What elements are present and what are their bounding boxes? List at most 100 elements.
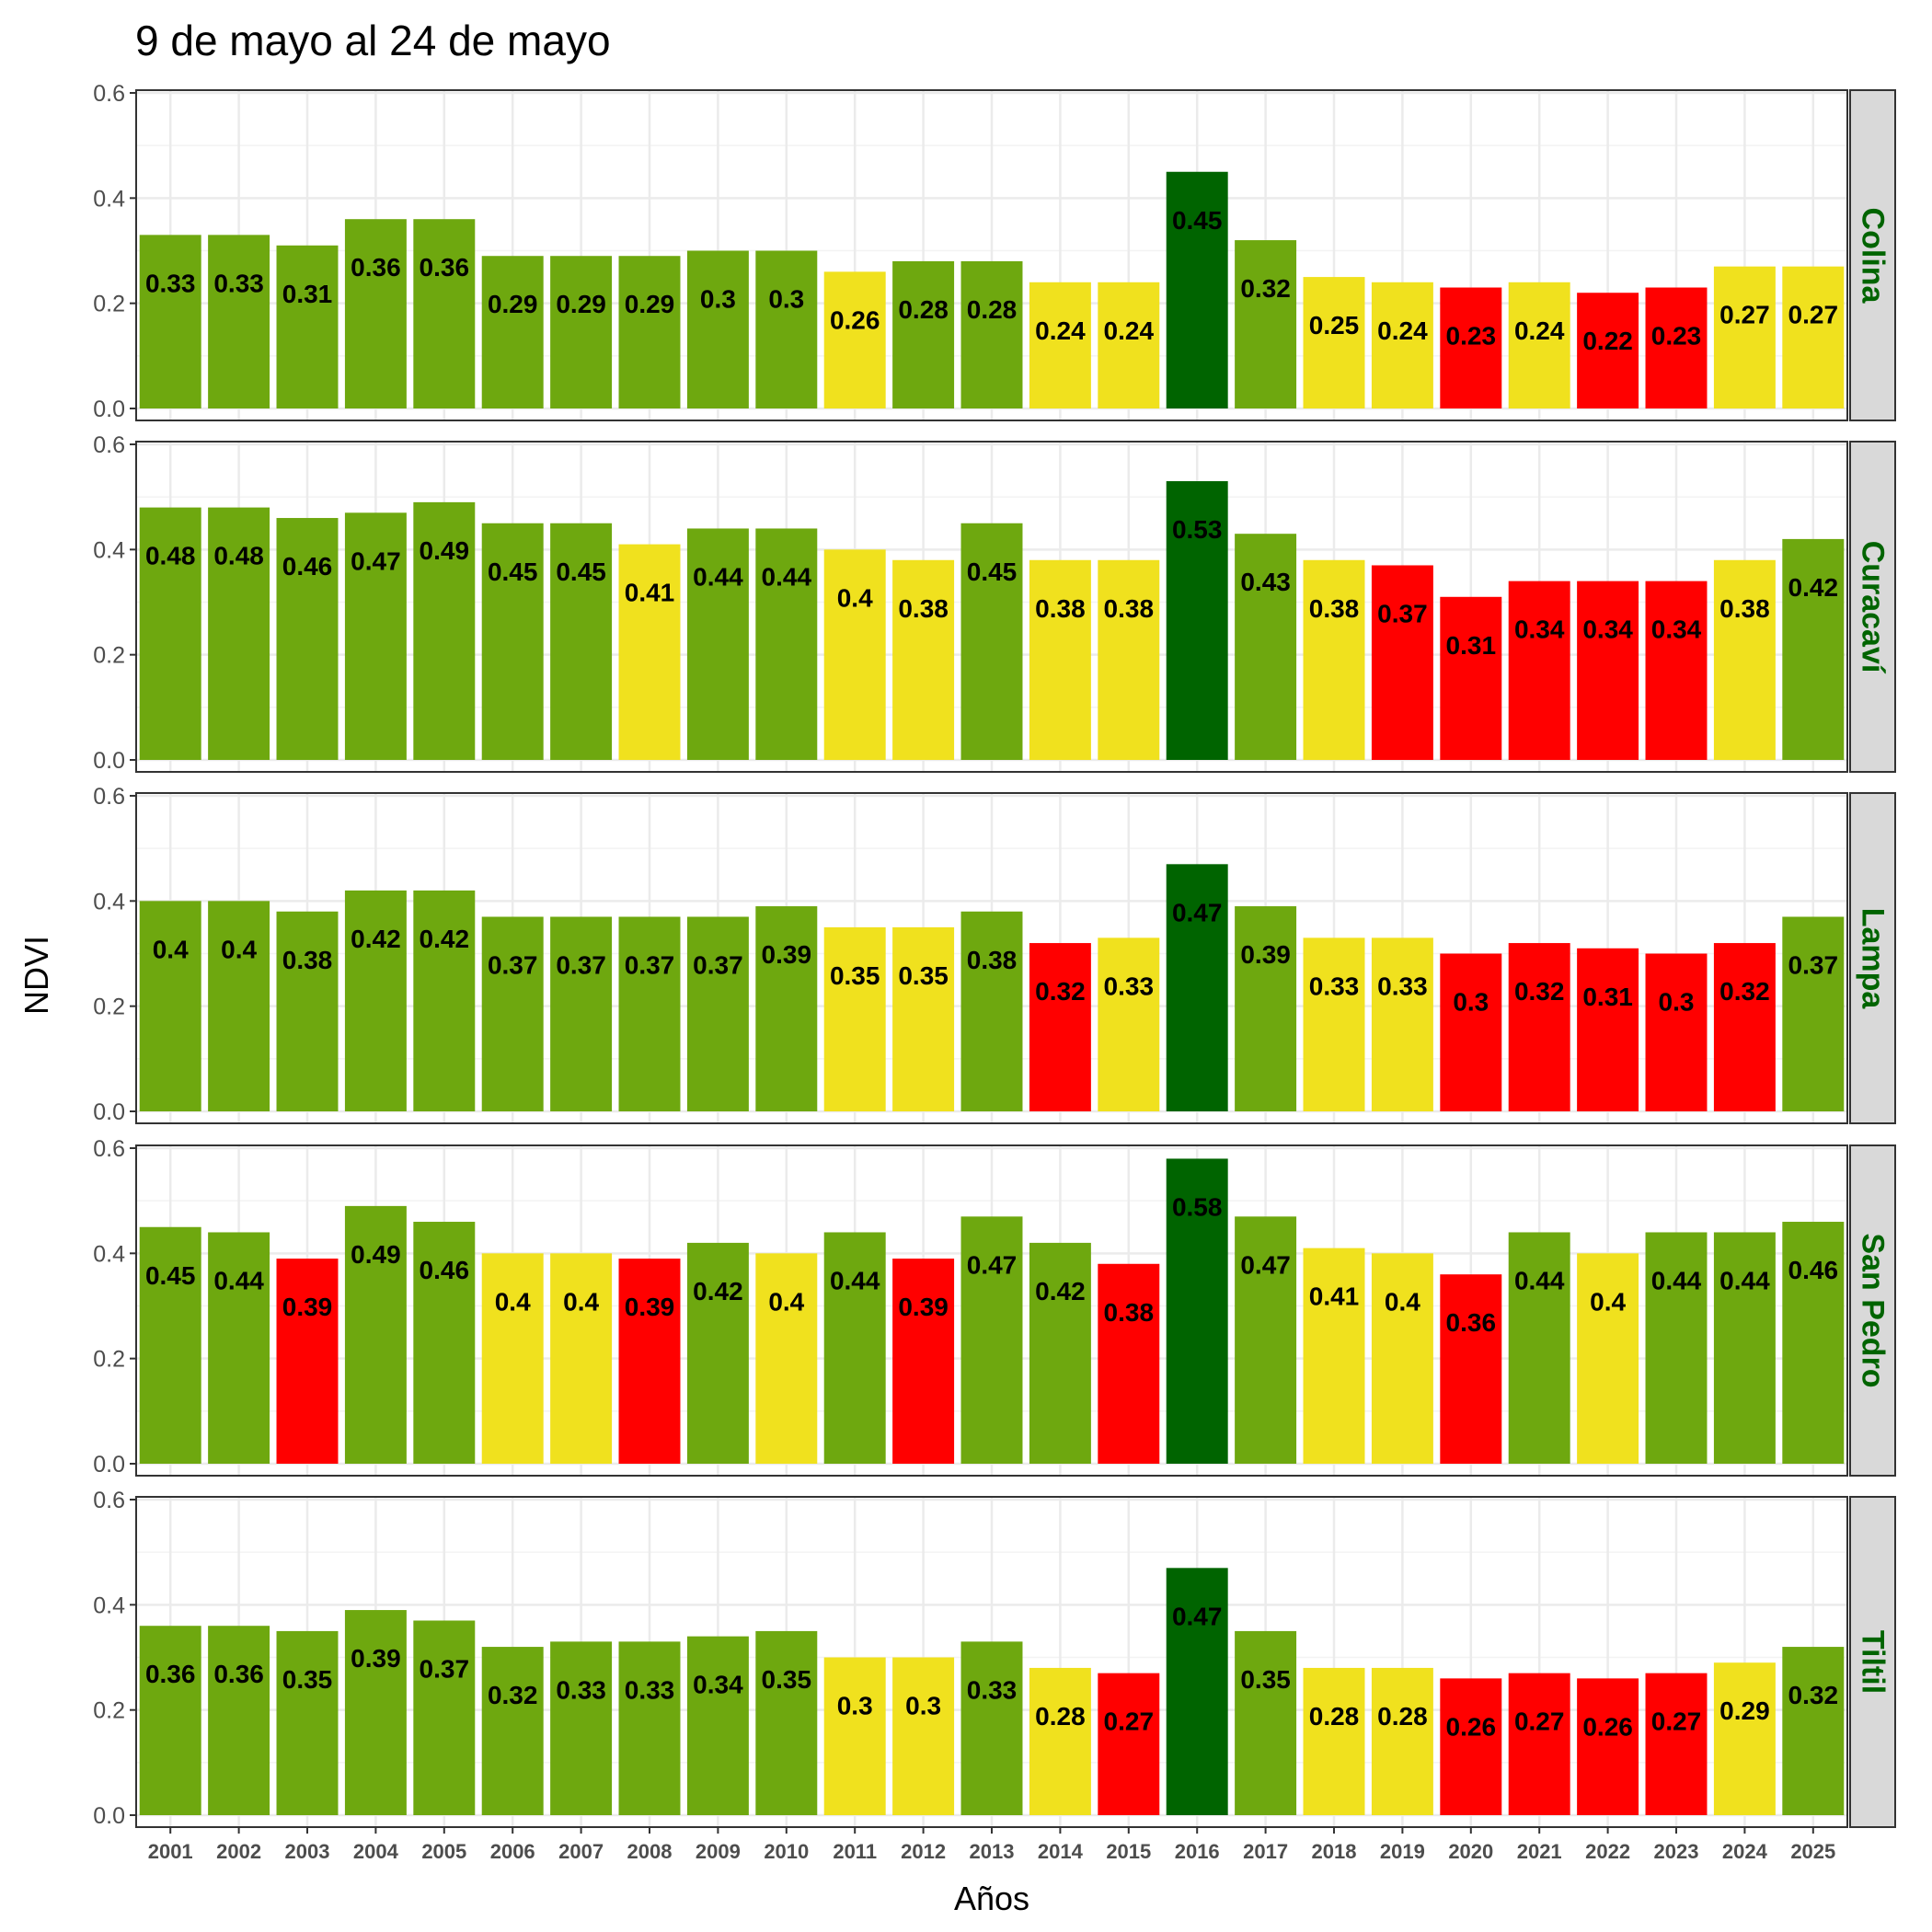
value-label: 0.46	[282, 552, 333, 581]
y-tick-label: 0.4	[93, 1593, 125, 1618]
bar-2013	[960, 911, 1023, 1111]
value-label: 0.35	[282, 1665, 333, 1694]
bar-2003	[276, 518, 339, 760]
bar-2011	[823, 271, 886, 408]
value-label: 0.25	[1309, 311, 1360, 339]
bar-2002	[208, 1626, 270, 1815]
bar-2002	[208, 235, 270, 408]
x-tick-label: 2025	[1790, 1840, 1835, 1863]
value-label: 0.44	[830, 1266, 880, 1294]
x-tick-label: 2007	[558, 1840, 604, 1863]
y-tick-label: 0.2	[93, 995, 125, 1020]
bar-2021	[1508, 943, 1570, 1111]
value-label: 0.37	[420, 1654, 470, 1683]
y-axis-title: NDVI	[17, 936, 55, 1015]
bar-2007	[550, 916, 613, 1111]
value-label: 0.26	[830, 305, 880, 334]
bar-2024	[1713, 1662, 1776, 1815]
bar-2004	[344, 512, 407, 760]
y-tick-label: 0.4	[93, 537, 125, 563]
bar-2014	[1029, 1242, 1091, 1464]
bar-2003	[276, 911, 339, 1111]
value-label: 0.47	[1240, 1250, 1291, 1279]
value-label: 0.4	[221, 935, 257, 963]
bar-2025	[1782, 916, 1845, 1111]
bar-2005	[413, 501, 476, 760]
bar-2021	[1508, 1673, 1570, 1815]
bar-2023	[1645, 1673, 1708, 1815]
value-label: 0.3	[1659, 988, 1695, 1017]
bar-2013	[960, 260, 1023, 408]
value-label: 0.4	[495, 1287, 531, 1316]
facet-panel-5: 0.36 0.36 0.35 0.39 0.37 0.32 0.33 0.33 0.34 0.35…	[93, 1488, 1896, 1829]
value-label: 0.27	[1651, 1708, 1702, 1736]
value-label: 0.29	[488, 290, 538, 318]
value-label: 0.34	[1582, 615, 1633, 644]
value-label: 0.31	[1582, 983, 1633, 1011]
value-label: 0.44	[762, 562, 812, 591]
value-label: 0.28	[967, 295, 1018, 324]
value-label: 0.26	[1446, 1712, 1497, 1741]
bar-2020	[1440, 1678, 1502, 1815]
value-label: 0.49	[351, 1240, 401, 1269]
y-tick-label: 0.0	[93, 1803, 125, 1829]
bar-2016	[1166, 864, 1228, 1111]
value-label: 0.33	[1377, 972, 1428, 1000]
bar-2005	[413, 1222, 476, 1464]
x-tick-label: 2014	[1038, 1840, 1084, 1863]
facet-panel-2: 0.48 0.48 0.46 0.47 0.49 0.45 0.45 0.41 0.44 0.44…	[93, 432, 1896, 774]
y-tick-label: 0.4	[93, 1241, 125, 1267]
bar-2019	[1371, 565, 1433, 760]
bar-2007	[550, 256, 613, 408]
value-label: 0.36	[145, 1660, 196, 1688]
bar-2003	[276, 1259, 339, 1464]
bar-2010	[755, 1630, 818, 1815]
value-label: 0.23	[1446, 322, 1497, 351]
x-tick-label: 2023	[1654, 1840, 1699, 1863]
y-tick-label: 0.6	[93, 432, 125, 458]
value-label: 0.47	[967, 1250, 1018, 1279]
bar-2014	[1029, 943, 1091, 1111]
value-label: 0.47	[1172, 898, 1223, 926]
x-tick-label: 2017	[1243, 1840, 1288, 1863]
x-tick-label: 2010	[764, 1840, 809, 1863]
facet-strip-label: Tiltil	[1856, 1630, 1891, 1694]
value-label: 0.38	[967, 946, 1018, 974]
y-tick-label: 0.6	[93, 81, 125, 107]
value-label: 0.27	[1104, 1708, 1155, 1736]
x-tick-label: 2013	[970, 1840, 1015, 1863]
value-label: 0.28	[1377, 1702, 1428, 1731]
value-label: 0.35	[1240, 1665, 1291, 1694]
value-label: 0.35	[762, 1665, 812, 1694]
bar-2005	[413, 219, 476, 408]
panel-border	[135, 441, 1848, 773]
value-label: 0.23	[1651, 322, 1702, 351]
value-label: 0.22	[1582, 327, 1633, 355]
value-label: 0.24	[1035, 316, 1086, 345]
facet-strip	[1849, 89, 1896, 421]
value-label: 0.38	[1719, 594, 1770, 623]
value-label: 0.42	[1035, 1277, 1086, 1305]
bar-2010	[755, 250, 818, 408]
facet-strip	[1849, 441, 1896, 773]
panel-border	[135, 792, 1848, 1124]
bar-2020	[1440, 1274, 1502, 1464]
bar-2013	[960, 1216, 1023, 1464]
value-label: 0.35	[830, 961, 880, 990]
bar-2018	[1303, 1667, 1365, 1815]
value-label: 0.38	[1104, 594, 1155, 623]
bar-2015	[1098, 559, 1160, 760]
x-tick-label: 2024	[1722, 1840, 1768, 1863]
bar-2015	[1098, 1673, 1160, 1815]
bar-2008	[618, 1641, 681, 1815]
bar-2017	[1235, 1216, 1297, 1464]
bar-2016	[1166, 481, 1228, 760]
value-label: 0.37	[693, 950, 743, 979]
value-label: 0.46	[1788, 1256, 1839, 1284]
value-label: 0.4	[837, 583, 873, 612]
bar-2006	[481, 1253, 544, 1464]
value-label: 0.38	[898, 594, 949, 623]
value-label: 0.45	[967, 558, 1018, 586]
value-label: 0.34	[1651, 615, 1702, 644]
